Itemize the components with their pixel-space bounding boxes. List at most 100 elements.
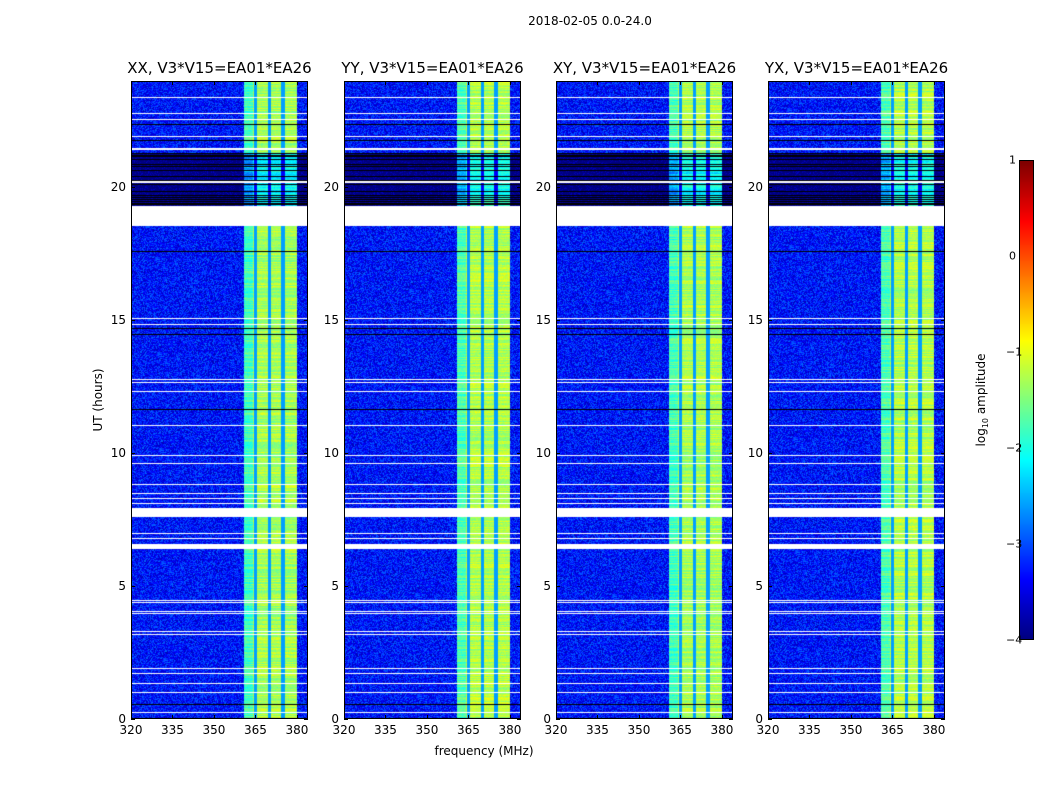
- x-tick-label: 335: [798, 723, 821, 737]
- x-tick-label: 380: [285, 723, 309, 737]
- y-tick: [941, 187, 945, 189]
- x-tick: [296, 81, 298, 85]
- y-tick-label: 15: [110, 313, 126, 328]
- x-tick: [426, 715, 428, 719]
- x-tick: [638, 81, 640, 85]
- y-tick: [729, 453, 733, 455]
- y-tick-label: 5: [118, 579, 126, 594]
- panel-title: YX, V3*V15=EA01*EA26: [764, 59, 949, 77]
- y-tick: [768, 453, 772, 455]
- y-tick: [517, 453, 521, 455]
- y-tick: [304, 320, 308, 322]
- y-tick: [304, 586, 308, 588]
- y-tick-label: 15: [323, 313, 339, 328]
- x-tick-label: 320: [756, 723, 780, 737]
- y-tick: [768, 719, 772, 720]
- y-tick: [941, 320, 945, 322]
- x-tick: [509, 81, 511, 85]
- y-tick: [729, 320, 733, 322]
- x-tick: [468, 81, 470, 85]
- y-tick: [517, 586, 521, 588]
- y-tick: [131, 320, 135, 322]
- x-tick: [556, 715, 557, 719]
- y-tick: [768, 586, 772, 588]
- y-tick-label: 0: [118, 712, 126, 726]
- y-tick-label: 10: [110, 446, 126, 461]
- y-tick-label: 10: [535, 446, 551, 461]
- x-tick-label: 320: [332, 723, 356, 737]
- x-tick: [131, 81, 132, 85]
- x-tick: [933, 81, 935, 85]
- x-tick-label: 350: [415, 723, 439, 737]
- x-tick: [213, 715, 215, 719]
- x-tick-label: 365: [669, 723, 692, 737]
- colorbar-tick-label: −4: [1006, 633, 1023, 647]
- x-tick: [892, 715, 894, 719]
- x-tick: [255, 715, 257, 719]
- y-tick: [304, 187, 308, 189]
- x-tick-label: 350: [627, 723, 651, 737]
- x-tick: [344, 81, 345, 85]
- y-tick-label: 20: [323, 180, 339, 195]
- y-tick-label: 10: [747, 446, 763, 461]
- x-tick: [344, 715, 345, 719]
- heatmap: [768, 81, 945, 719]
- y-tick-label: 5: [755, 579, 763, 594]
- panel-1: YY, V3*V15=EA01*EA26 320 335 350 365 380 0 5 10 1…: [324, 59, 524, 737]
- y-tick: [517, 320, 521, 322]
- x-tick: [809, 715, 811, 719]
- x-tick: [638, 715, 640, 719]
- x-tick: [933, 715, 935, 719]
- y-tick: [344, 719, 348, 720]
- y-tick-label: 10: [323, 446, 339, 461]
- x-tick: [597, 715, 599, 719]
- colorbar-tick-label: 1: [1009, 153, 1016, 167]
- y-tick-label: 5: [543, 579, 551, 594]
- x-tick-label: 380: [922, 723, 946, 737]
- x-tick: [850, 715, 852, 719]
- y-tick-label: 20: [110, 180, 126, 195]
- y-tick: [729, 719, 733, 720]
- y-tick-label: 5: [331, 579, 339, 594]
- y-tick: [131, 719, 135, 720]
- heatmap: [344, 81, 521, 719]
- y-tick: [941, 719, 945, 720]
- y-axis-label: UT (hours): [91, 368, 105, 432]
- x-tick-label: 320: [119, 723, 143, 737]
- x-tick-label: 380: [710, 723, 734, 737]
- x-tick: [721, 715, 723, 719]
- y-tick: [344, 453, 348, 455]
- x-tick: [597, 81, 599, 85]
- y-tick: [131, 453, 135, 455]
- y-tick-label: 20: [535, 180, 551, 195]
- x-tick: [809, 81, 811, 85]
- x-tick: [296, 715, 298, 719]
- x-tick-label: 365: [457, 723, 480, 737]
- colorbar-label: log10 amplitude: [973, 353, 991, 447]
- panel-title: YY, V3*V15=EA01*EA26: [341, 59, 524, 77]
- y-tick: [556, 187, 560, 189]
- y-tick: [304, 719, 308, 720]
- x-tick: [850, 81, 852, 85]
- x-tick: [426, 81, 428, 85]
- x-tick-label: 380: [498, 723, 522, 737]
- y-tick: [556, 719, 560, 720]
- x-tick-label: 320: [544, 723, 568, 737]
- x-tick: [385, 715, 387, 719]
- x-tick: [509, 715, 511, 719]
- panel-0: XX, V3*V15=EA01*EA26 320 335 350 365 380 0 5 10 1…: [111, 59, 312, 737]
- x-tick: [131, 715, 132, 719]
- y-tick: [304, 453, 308, 455]
- y-tick: [768, 320, 772, 322]
- y-tick: [556, 453, 560, 455]
- y-tick: [941, 453, 945, 455]
- y-tick: [768, 187, 772, 189]
- y-tick: [344, 586, 348, 588]
- y-tick: [556, 586, 560, 588]
- x-tick: [172, 715, 174, 719]
- y-tick: [131, 586, 135, 588]
- panel-3: YX, V3*V15=EA01*EA26 320 335 350 365 380 0 5 10 1…: [748, 59, 948, 737]
- x-tick: [172, 81, 174, 85]
- y-tick-label: 20: [747, 180, 763, 195]
